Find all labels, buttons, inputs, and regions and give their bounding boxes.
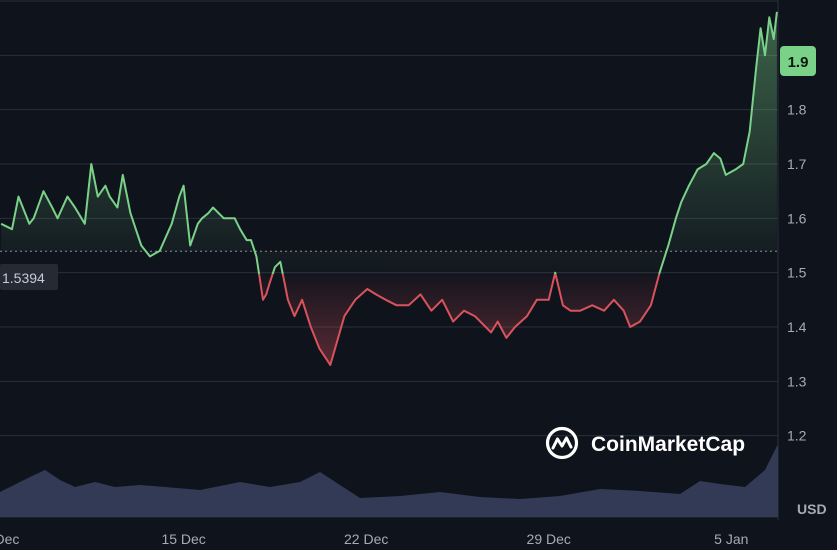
x-tick-label: 29 Dec: [527, 531, 571, 547]
volume-area: [0, 444, 778, 517]
x-axis: 8 Dec 15 Dec 22 Dec 29 Dec 5 Jan: [0, 531, 748, 547]
y-tick-label: 1.2: [787, 428, 807, 444]
watermark: CoinMarketCap: [545, 426, 745, 460]
area-fill-above-baseline: [1, 11, 777, 274]
x-tick-label: 15 Dec: [161, 531, 205, 547]
y-tick-label: 1.7: [787, 156, 807, 172]
current-price-badge: 1.9: [780, 46, 816, 76]
x-tick-label: 8 Dec: [0, 531, 19, 547]
currency-label: USD: [797, 501, 827, 517]
x-tick-label: 5 Jan: [714, 531, 748, 547]
y-axis: 1.2 1.3 1.4 1.5 1.6 1.7 1.8 1.9: [787, 47, 807, 443]
y-tick-label: 1.6: [787, 210, 807, 226]
baseline-label-text: 1.5394: [2, 270, 45, 286]
x-tick-label: 22 Dec: [344, 531, 388, 547]
y-tick-label: 1.8: [787, 102, 807, 118]
price-line-above-baseline: [0, 11, 778, 274]
y-tick-label: 1.5: [787, 265, 807, 281]
baseline-label: 1.5394: [0, 264, 58, 290]
watermark-text: CoinMarketCap: [591, 433, 745, 456]
area-fill-below-baseline: [259, 274, 660, 365]
price-line-below-baseline: [258, 274, 661, 366]
y-tick-label: 1.3: [787, 373, 807, 389]
current-price-text: 1.9: [788, 54, 809, 71]
volume-silhouette: [0, 444, 778, 517]
y-tick-label: 1.4: [787, 319, 807, 335]
coinmarketcap-logo-icon: [545, 426, 579, 460]
